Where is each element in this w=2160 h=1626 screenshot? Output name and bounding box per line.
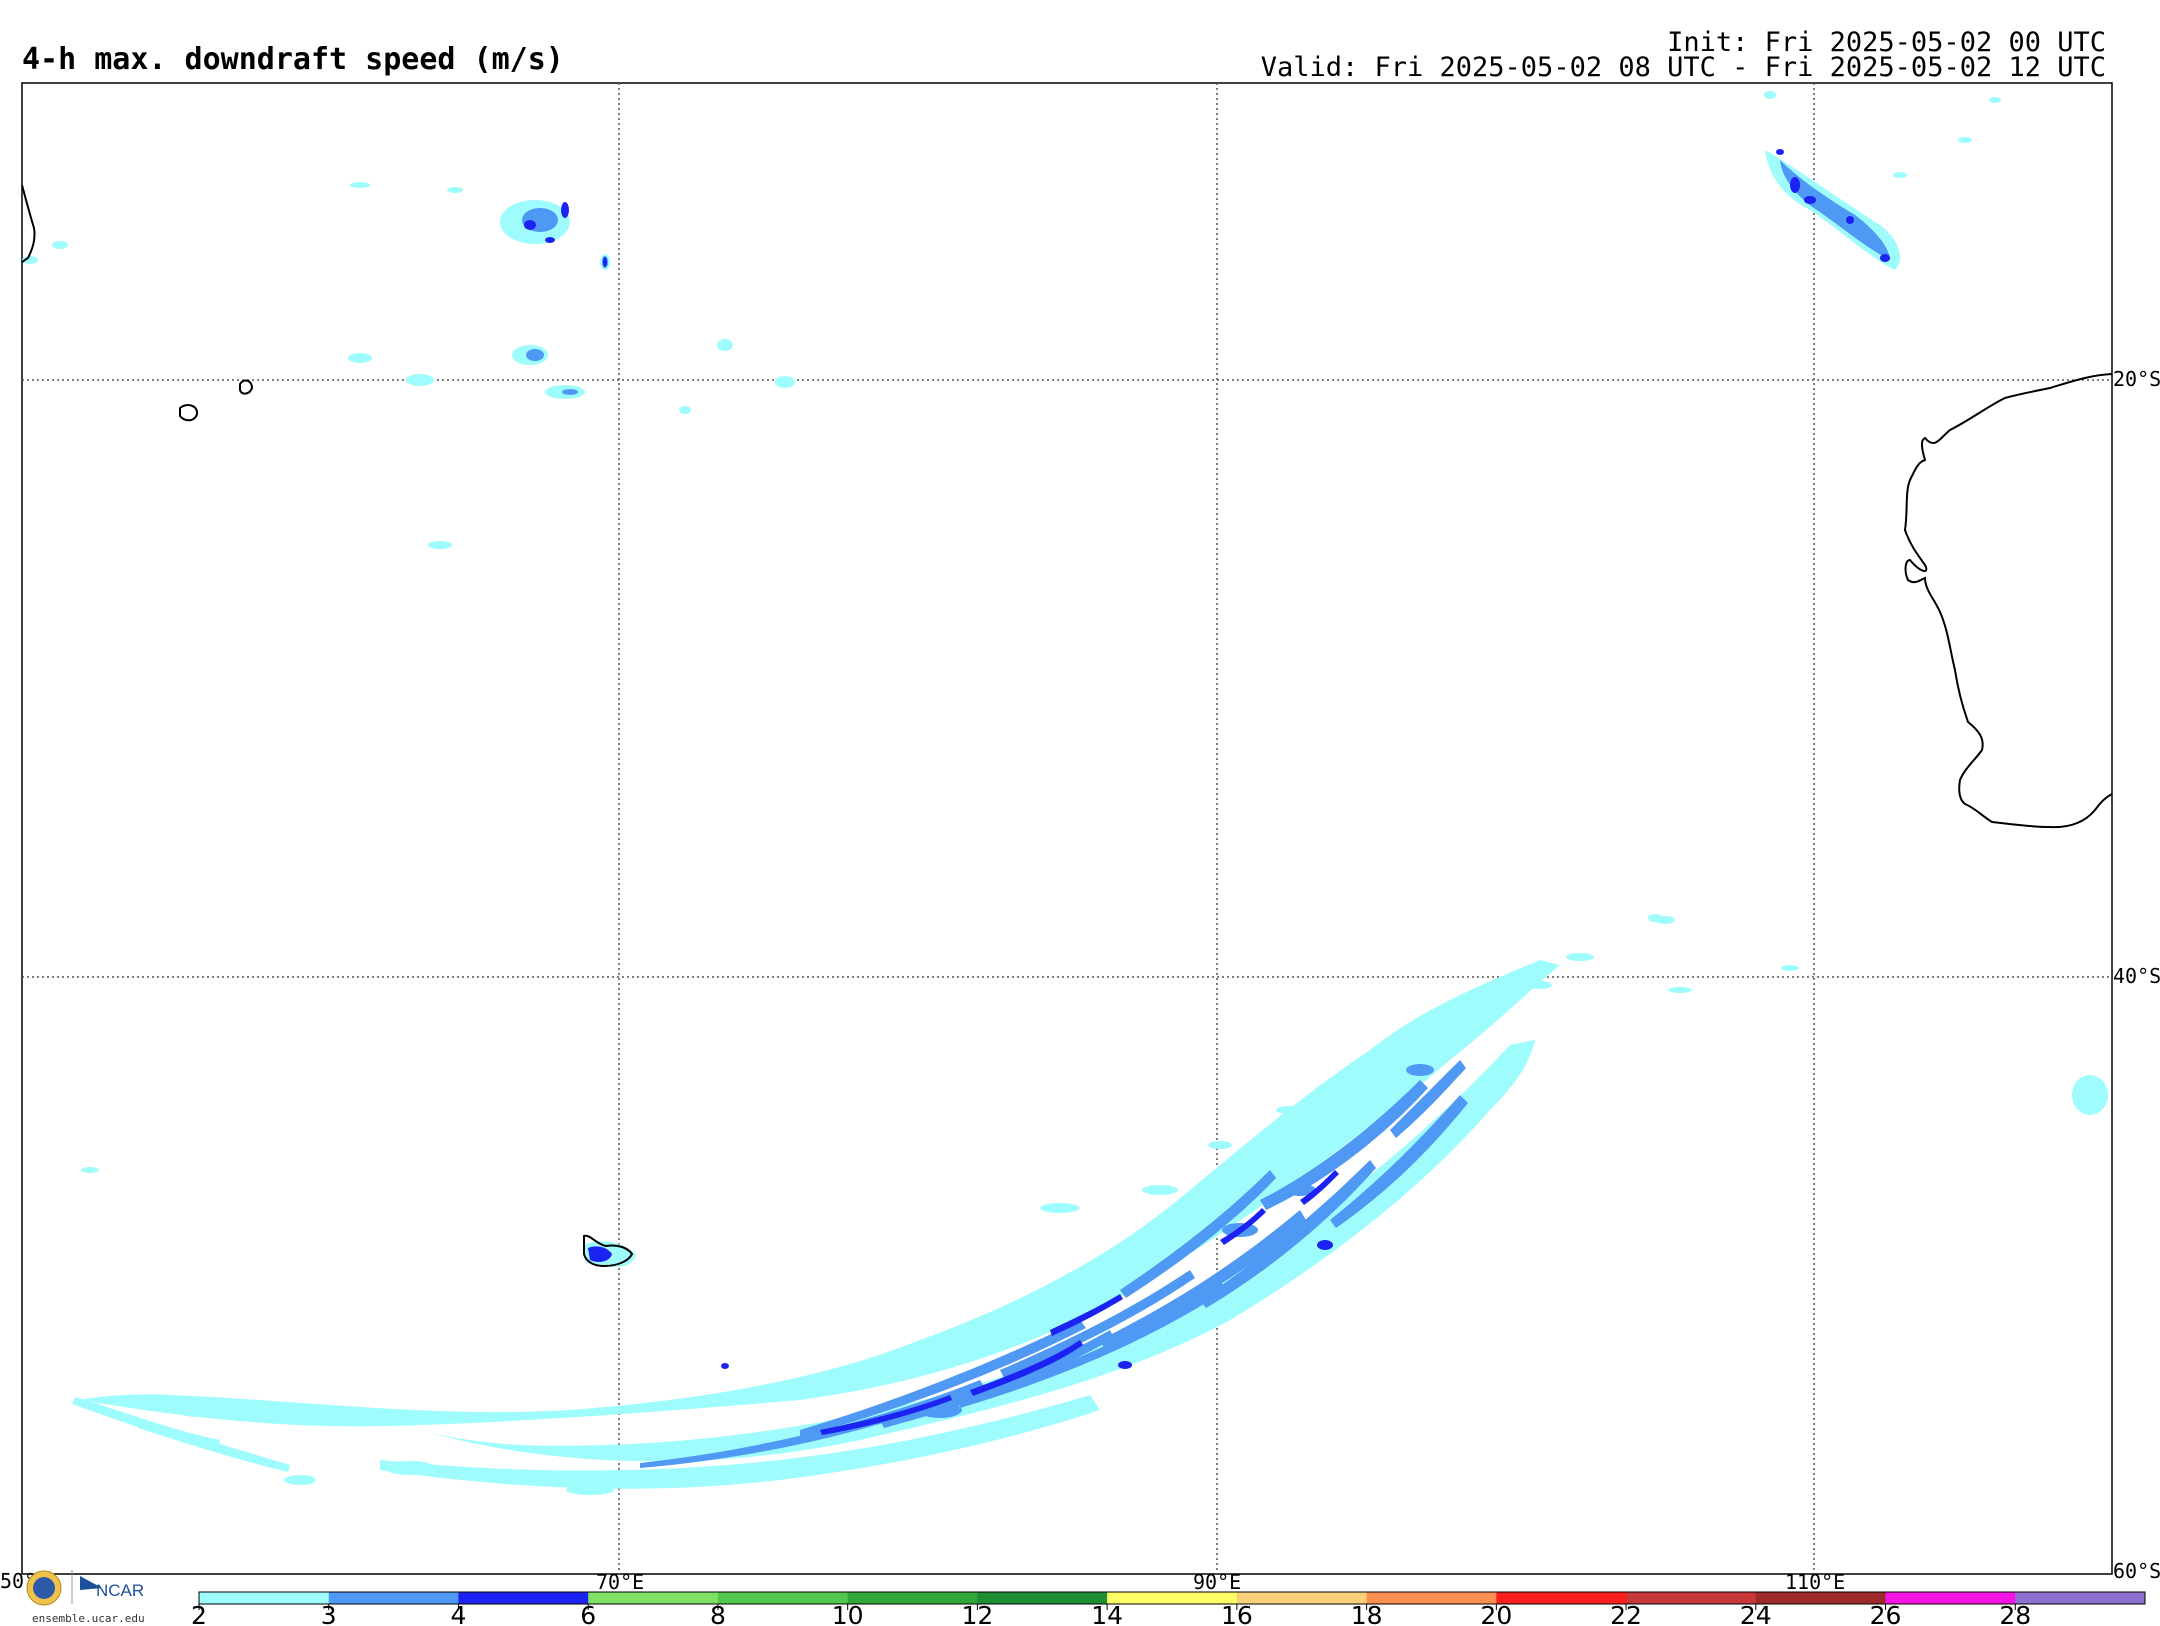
- colorbar-swatch: [1496, 1592, 1627, 1604]
- colorbar-tick-label: 10: [832, 1601, 864, 1626]
- map-title: 4-h max. downdraft speed (m/s): [22, 42, 564, 77]
- colorbar-tick-label: 6: [580, 1601, 596, 1626]
- australia-coast: [1903, 373, 2113, 829]
- lat-label-20s: 20°S: [2113, 367, 2160, 391]
- downdraft-band: [72, 916, 2108, 1495]
- kerguelen-island: [583, 1234, 729, 1369]
- colorbar-swatch: [1626, 1592, 1757, 1604]
- gridlines: [22, 83, 2112, 1574]
- colorbar-swatch: [588, 1592, 719, 1604]
- colorbar-tick-label: 12: [961, 1601, 993, 1626]
- band-light-4: [1180, 1050, 1380, 1240]
- time-info: Init: Fri 2025-05-02 00 UTC Valid: Fri 2…: [1260, 27, 2106, 83]
- colorbar-swatch: [1236, 1592, 1368, 1604]
- lon-label-90e: 90°E: [1193, 1570, 1241, 1594]
- nsf-ncar-logo: NCAR: [26, 1570, 144, 1606]
- init-time: Init: Fri 2025-05-02 00 UTC: [1667, 27, 2106, 58]
- lon-labels: 50°E 70°E 90°E 110°E: [0, 1569, 1845, 1594]
- colorbar-tick-label: 20: [1480, 1601, 1512, 1626]
- colorbar-swatch: [2015, 1592, 2146, 1604]
- colorbar-swatch: [1885, 1592, 2016, 1604]
- colorbar-tick-label: 14: [1091, 1601, 1123, 1626]
- northeast-convection: [1648, 91, 2001, 922]
- colorbar-tick-label: 28: [1999, 1601, 2031, 1626]
- band-light-3: [380, 1395, 1100, 1489]
- colorbar-tick-label: 8: [710, 1601, 726, 1626]
- lon-label-110e: 110°E: [1785, 1570, 1845, 1594]
- colorbar-swatch: [328, 1592, 459, 1604]
- valid-time: Valid: Fri 2025-05-02 08 UTC - Fri 2025-…: [1260, 52, 2106, 83]
- band-light: [80, 960, 1560, 1427]
- band-edge-patches: [72, 916, 2108, 1495]
- ncar-logo-icon: [80, 1576, 102, 1590]
- band-dark-streaks: [820, 1170, 1339, 1435]
- colorbar-tick-label: 26: [1870, 1601, 1902, 1626]
- lat-label-60s: 60°S: [2113, 1559, 2160, 1583]
- colorbar-tick-label: 24: [1740, 1601, 1772, 1626]
- colorbar-frame: [198, 1591, 2146, 1605]
- colorbar-tick-label: 4: [451, 1601, 467, 1626]
- coastlines: [21, 184, 2113, 829]
- colorbar-swatch: [847, 1592, 978, 1604]
- colorbar-tick-label: 16: [1221, 1601, 1253, 1626]
- reunion-island: [179, 404, 199, 422]
- colorbar-tick-label: 18: [1351, 1601, 1383, 1626]
- tropical-convection: [22, 182, 795, 549]
- site-url: ensemble.ucar.edu: [32, 1612, 145, 1625]
- colorbar-swatch: [977, 1592, 1108, 1604]
- colorbar-swatch: [458, 1592, 589, 1604]
- colorbar-swatch: [717, 1592, 849, 1604]
- ncar-logo-text: NCAR: [96, 1581, 144, 1600]
- colorbar-swatch: [1107, 1592, 1238, 1604]
- band-light-2: [420, 1040, 1535, 1462]
- colorbar-swatch: [1366, 1592, 1497, 1604]
- lat-labels: 20°S 40°S 60°S: [2113, 367, 2160, 1583]
- colorbar-tick-label: 2: [191, 1601, 207, 1626]
- lon-label-70e: 70°E: [596, 1570, 644, 1594]
- colorbar-swatch: [199, 1592, 330, 1604]
- colorbar: 2 3 4 6 8 10 12 14 16 18 20 22 24 26 28: [191, 1591, 2146, 1626]
- madagascar-coast: [21, 184, 36, 263]
- colorbar-tick-label: 22: [1610, 1601, 1642, 1626]
- colorbar-swatch: [1755, 1592, 1887, 1604]
- lat-label-40s: 40°S: [2113, 964, 2160, 988]
- mauritius-island: [239, 379, 254, 395]
- colorbar-tick-label: 3: [321, 1601, 337, 1626]
